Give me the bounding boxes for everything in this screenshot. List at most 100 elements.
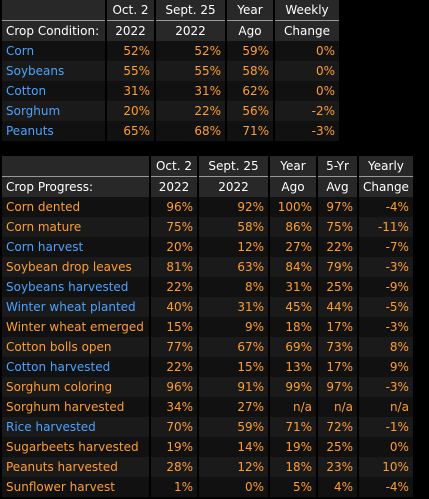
value-cell: -5%: [359, 297, 413, 317]
value-cell: 75%: [151, 217, 197, 237]
value-cell: 17%: [318, 317, 357, 337]
crop-name: Soybean drop leaves: [2, 257, 149, 277]
progress-table-row: Cotton harvested 22% 15% 13% 17% 9%: [2, 357, 413, 377]
crop-name[interactable]: Corn: [2, 41, 105, 61]
crop-name[interactable]: Rice harvested: [2, 417, 149, 437]
value-cell: 15%: [199, 357, 268, 377]
value-cell: 18%: [270, 317, 316, 337]
value-cell: 59%: [227, 41, 273, 61]
progress-table-row: Peanuts harvested 28% 12% 18% 23% 10%: [2, 457, 413, 477]
value-cell: -9%: [359, 277, 413, 297]
crop-name[interactable]: Corn harvest: [2, 237, 149, 257]
value-cell: 59%: [199, 417, 268, 437]
value-cell: 20%: [151, 237, 197, 257]
value-cell: 84%: [270, 257, 316, 277]
value-cell: 99%: [270, 377, 316, 397]
value-cell: 25%: [318, 437, 357, 457]
crop-name: Peanuts harvested: [2, 457, 149, 477]
progress-column-header: Year: [270, 156, 316, 176]
progress-header-row: Crop Progress: 2022 2022 Ago Avg Change: [2, 176, 413, 197]
value-cell: 15%: [151, 317, 197, 337]
condition-table-row: Soybeans 55% 55% 58% 0%: [2, 61, 339, 81]
progress-column-header: Oct. 2: [151, 156, 197, 176]
value-cell: 69%: [270, 337, 316, 357]
value-cell: n/a: [318, 397, 357, 417]
progress-column-header: Ago: [270, 176, 316, 197]
condition-column-header: Change: [275, 20, 339, 41]
crop-name[interactable]: Cotton harvested: [2, 357, 149, 377]
value-cell: 22%: [151, 357, 197, 377]
condition-column-header: Oct. 2: [107, 0, 154, 20]
value-cell: -3%: [359, 317, 413, 337]
value-cell: 96%: [151, 377, 197, 397]
value-cell: 22%: [156, 101, 225, 121]
progress-column-header: 2022: [151, 176, 197, 197]
progress-table-row: Winter wheat planted 40% 31% 45% 44% -5%: [2, 297, 413, 317]
value-cell: 81%: [151, 257, 197, 277]
value-cell: 62%: [227, 81, 273, 101]
crop-name[interactable]: Cotton: [2, 81, 105, 101]
value-cell: 52%: [107, 41, 154, 61]
value-cell: 71%: [270, 417, 316, 437]
progress-table-row: Corn mature 75% 58% 86% 75% -11%: [2, 217, 413, 237]
crop-name: Corn dented: [2, 197, 149, 217]
value-cell: 0%: [275, 81, 339, 101]
value-cell: 40%: [151, 297, 197, 317]
value-cell: 91%: [199, 377, 268, 397]
value-cell: -11%: [359, 217, 413, 237]
value-cell: 0%: [275, 61, 339, 81]
progress-table-row: Corn harvest 20% 12% 27% 22% -7%: [2, 237, 413, 257]
progress-table-row: Sugarbeets harvested 19% 14% 19% 25% 0%: [2, 437, 413, 457]
progress-header-row: Oct. 2 Sept. 25 Year 5-Yr Yearly: [2, 156, 413, 176]
value-cell: n/a: [270, 397, 316, 417]
progress-table-row: Winter wheat emerged 15% 9% 18% 17% -3%: [2, 317, 413, 337]
value-cell: 27%: [199, 397, 268, 417]
value-cell: 8%: [359, 337, 413, 357]
value-cell: -3%: [275, 121, 339, 141]
crop-name: Sorghum coloring: [2, 377, 149, 397]
value-cell: -4%: [359, 477, 413, 497]
value-cell: 63%: [199, 257, 268, 277]
progress-column-header: 5-Yr: [318, 156, 357, 176]
value-cell: 96%: [151, 197, 197, 217]
condition-table-row: Cotton 31% 31% 62% 0%: [2, 81, 339, 101]
crop-name[interactable]: Winter wheat planted: [2, 297, 149, 317]
condition-column-header: Weekly: [275, 0, 339, 20]
value-cell: -7%: [359, 237, 413, 257]
crop-progress-table: Oct. 2 Sept. 25 Year 5-Yr Yearly Crop Progres…: [0, 156, 415, 497]
value-cell: 58%: [199, 217, 268, 237]
value-cell: -3%: [359, 257, 413, 277]
crop-name[interactable]: Sorghum: [2, 101, 105, 121]
value-cell: 17%: [318, 357, 357, 377]
crop-name: Sugarbeets harvested: [2, 437, 149, 457]
condition-column-header: 2022: [107, 20, 154, 41]
progress-table-row: Sorghum harvested 34% 27% n/a n/a n/a: [2, 397, 413, 417]
crop-name: Sunflower harvest: [2, 477, 149, 497]
progress-table-row: Sorghum coloring 96% 91% 99% 97% -3%: [2, 377, 413, 397]
value-cell: -4%: [359, 197, 413, 217]
progress-table-row: Cotton bolls open 77% 67% 69% 73% 8%: [2, 337, 413, 357]
value-cell: 23%: [318, 457, 357, 477]
value-cell: 55%: [107, 61, 154, 81]
value-cell: 67%: [199, 337, 268, 357]
value-cell: 22%: [151, 277, 197, 297]
crop-name[interactable]: Peanuts: [2, 121, 105, 141]
value-cell: 5%: [270, 477, 316, 497]
value-cell: 20%: [107, 101, 154, 121]
value-cell: 27%: [270, 237, 316, 257]
crop-name: Winter wheat emerged: [2, 317, 149, 337]
progress-table-row: Soybean drop leaves 81% 63% 84% 79% -3%: [2, 257, 413, 277]
value-cell: 22%: [318, 237, 357, 257]
value-cell: n/a: [359, 397, 413, 417]
progress-header-label: Crop Progress:: [2, 176, 149, 197]
crop-name: Corn mature: [2, 217, 149, 237]
value-cell: 75%: [318, 217, 357, 237]
value-cell: 10%: [359, 457, 413, 477]
value-cell: 25%: [318, 277, 357, 297]
condition-header-row: Crop Condition: 2022 2022 Ago Change: [2, 20, 339, 41]
value-cell: 97%: [318, 377, 357, 397]
value-cell: 73%: [318, 337, 357, 357]
value-cell: 45%: [270, 297, 316, 317]
crop-name[interactable]: Soybeans: [2, 61, 105, 81]
crop-name[interactable]: Soybeans harvested: [2, 277, 149, 297]
